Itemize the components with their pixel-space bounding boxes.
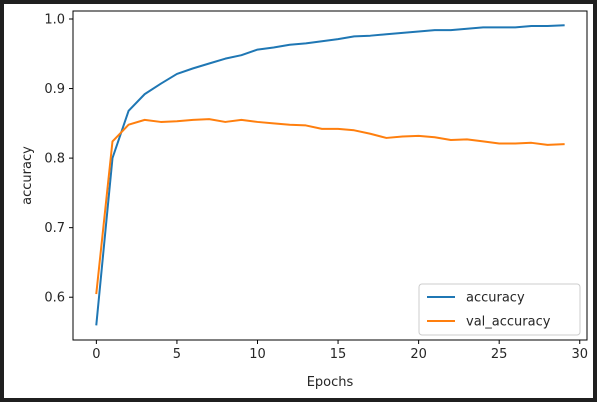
x-tick-label: 15: [330, 347, 347, 362]
y-axis-label: accuracy: [20, 146, 35, 205]
x-tick-label: 10: [249, 347, 266, 362]
x-tick-label: 0: [92, 347, 100, 362]
plot-frame: [72, 10, 588, 341]
legend-box: [418, 283, 581, 336]
x-axis-label: Epochs: [307, 375, 354, 390]
chart-figure: 0 5 10 15 20 25 30 0.6 0.7 0.8 0.9 1.0 Epochs accu…: [4, 4, 593, 398]
x-axis-ticks: 0 5 10 15 20 25 30: [92, 340, 588, 362]
y-tick-label: 0.9: [44, 82, 65, 97]
y-tick-label: 0.6: [44, 291, 65, 306]
x-tick-label: 25: [491, 347, 508, 362]
y-tick-label: 1.0: [44, 12, 65, 27]
x-tick-label: 5: [173, 347, 181, 362]
legend-label: val_accuracy: [466, 315, 551, 330]
y-axis-ticks: 0.6 0.7 0.8 0.9 1.0: [44, 12, 73, 306]
legend: accuracy val_accuracy: [418, 283, 581, 336]
y-tick-label: 0.8: [44, 152, 65, 167]
series-line-accuracy: [95, 24, 565, 326]
x-tick-label: 30: [571, 347, 588, 362]
plot-area: [72, 10, 588, 341]
y-tick-label: 0.7: [44, 221, 65, 236]
x-tick-label: 20: [410, 347, 427, 362]
line-chart: 0 5 10 15 20 25 30 0.6 0.7 0.8 0.9 1.0 Epochs accu…: [20, 10, 588, 390]
legend-label: accuracy: [466, 291, 525, 306]
series-line-val-accuracy: [95, 118, 565, 295]
